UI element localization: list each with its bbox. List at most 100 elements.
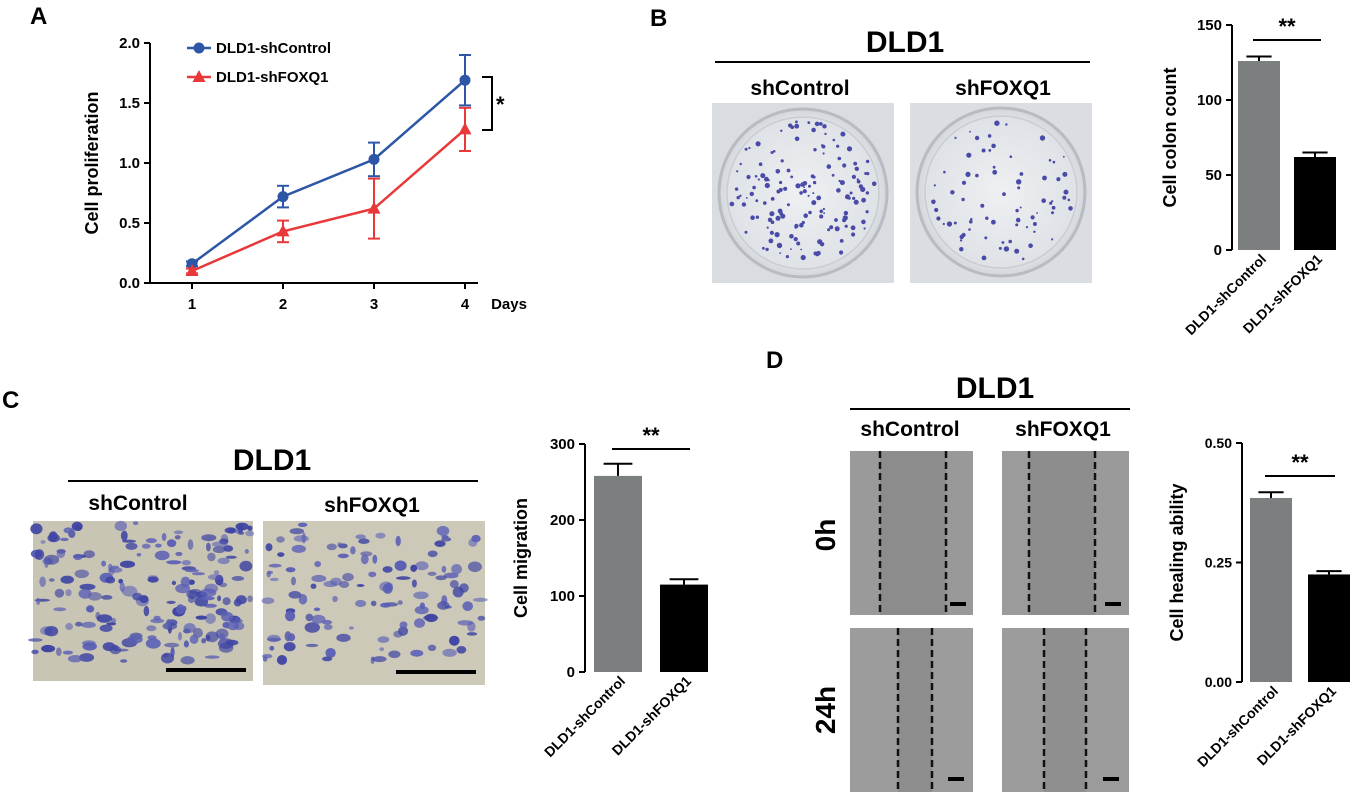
colony-dot: [933, 184, 936, 187]
stained-cell: [154, 550, 170, 561]
colony-dot: [745, 197, 748, 199]
colony-dot: [817, 239, 823, 245]
series-line: [191, 79, 466, 265]
migration-label-shcontrol: shControl: [88, 492, 187, 515]
stained-cell: [205, 655, 220, 659]
colony-dot: [794, 225, 798, 229]
stained-cell: [289, 528, 304, 535]
colony-dot: [802, 189, 807, 194]
colony-dots-shcontrol: [729, 120, 877, 261]
stained-cell: [411, 579, 417, 588]
colony-dot: [736, 195, 740, 200]
panel-letter-c: C: [2, 387, 19, 414]
stained-cell: [183, 623, 196, 633]
wound-label-shfoxq1: shFOXQ1: [1015, 418, 1111, 441]
colony-dot: [1008, 239, 1012, 244]
colony-dot: [821, 144, 826, 149]
bar: [1250, 497, 1292, 682]
colony-dot: [813, 148, 817, 152]
stained-cell: [427, 550, 438, 558]
stained-cell: [150, 618, 165, 624]
colony-dot: [769, 211, 775, 217]
stained-cell: [78, 588, 92, 599]
colony-dot: [746, 174, 751, 180]
stained-cell: [48, 531, 58, 542]
stained-cell: [313, 607, 321, 612]
stained-cell: [180, 576, 191, 588]
colony-dot: [1028, 243, 1033, 248]
colony-dot: [826, 164, 832, 169]
stained-cell: [449, 635, 460, 646]
stained-cell: [132, 521, 139, 526]
colony-dot: [762, 246, 765, 250]
colony-dot: [861, 197, 866, 203]
stained-cell: [205, 634, 211, 642]
x-tick-label: 4: [461, 296, 470, 313]
colony-dot: [959, 247, 964, 252]
stained-cell: [457, 620, 474, 626]
colony-dot: [994, 120, 1000, 126]
stained-cell: [377, 636, 390, 643]
stained-cell: [146, 625, 157, 632]
colony-dot: [992, 169, 998, 175]
colony-dot: [865, 191, 870, 195]
colony-dish-shfoxq1: [910, 103, 1092, 283]
colony-dot: [764, 176, 769, 182]
stained-cell: [435, 575, 447, 581]
stained-cell: [207, 574, 223, 581]
colony-dot: [981, 255, 987, 261]
colony-dot: [837, 156, 842, 161]
colony-dot: [842, 163, 847, 168]
bar: [594, 475, 642, 672]
bar: [1238, 61, 1280, 250]
colony-dot: [734, 187, 739, 191]
stained-cell: [293, 535, 309, 542]
stained-cell: [173, 530, 184, 535]
colony-dot: [812, 180, 817, 185]
stained-cell: [276, 655, 288, 665]
panel-letter-a: A: [30, 3, 47, 30]
stained-cell: [213, 570, 220, 575]
colony-dot: [1033, 230, 1036, 233]
colony-dot: [741, 202, 747, 207]
stained-cell: [245, 530, 255, 537]
colony-dot: [779, 252, 782, 255]
stained-cell: [75, 524, 82, 531]
stained-cell: [467, 561, 482, 573]
colony-dot: [1036, 212, 1038, 214]
stained-cell: [59, 537, 69, 542]
colony-dot: [1063, 189, 1069, 195]
colony-dot: [846, 146, 853, 152]
stained-cell: [141, 543, 151, 549]
y-tick-label: 150: [1197, 17, 1222, 34]
stained-cell: [62, 650, 73, 655]
colony-dot: [831, 173, 835, 177]
stained-cell: [206, 542, 211, 552]
colony-dot: [1009, 155, 1013, 158]
stained-cell: [44, 626, 59, 637]
colony-dot: [767, 179, 770, 182]
colony-dot: [851, 174, 857, 179]
stained-cell: [73, 553, 83, 561]
stained-cell: [75, 621, 83, 627]
stained-cell: [31, 649, 39, 655]
stained-cell: [397, 600, 403, 605]
stained-cell: [30, 523, 43, 535]
colony-dot: [780, 159, 784, 163]
colony-dot: [968, 228, 971, 231]
colony-dot: [871, 181, 877, 187]
colony-dot: [1048, 159, 1052, 162]
bar: [660, 584, 708, 672]
colony-dot: [836, 144, 840, 148]
stained-cell: [187, 539, 194, 550]
colony-dot: [1062, 155, 1065, 158]
colony-dot: [954, 136, 957, 139]
colony-dot: [750, 215, 755, 220]
stained-cell: [217, 557, 230, 565]
colony-dot: [984, 236, 988, 240]
stained-cell: [136, 553, 142, 557]
stained-cell: [200, 596, 215, 601]
legend-label: DLD1-shFOXQ1: [216, 69, 329, 86]
colony-dot: [936, 216, 941, 221]
